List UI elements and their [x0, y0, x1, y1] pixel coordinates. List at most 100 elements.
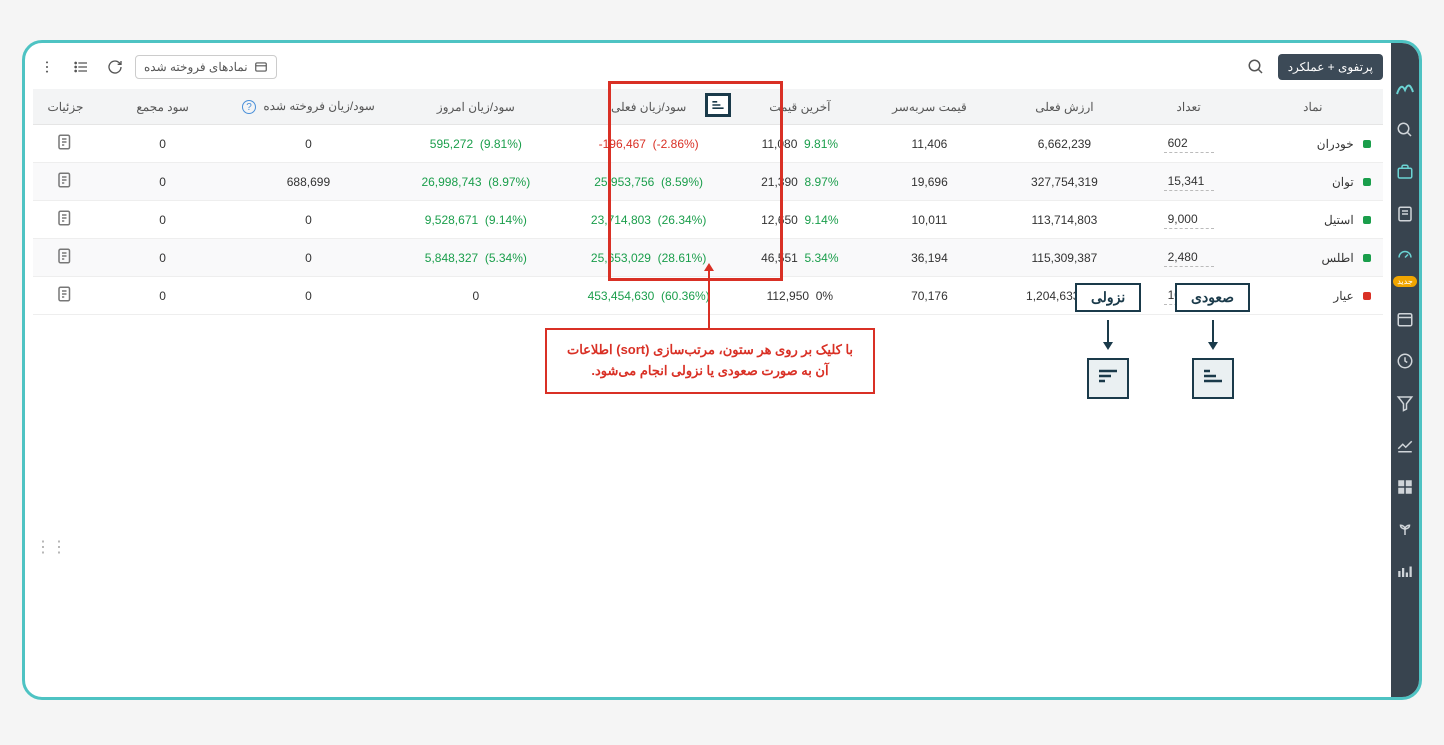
- cell-pl-sold: 0: [227, 277, 389, 315]
- cell-symbol: استیل: [1243, 201, 1383, 239]
- annotation-arrow-head: [704, 263, 714, 271]
- table-row[interactable]: توان 15,341 327,754,319 19,696 8.97% 21,…: [33, 163, 1383, 201]
- col-pl-sold[interactable]: سود/زیان فروخته شده ?: [227, 89, 389, 125]
- filter-icon[interactable]: [1395, 393, 1415, 413]
- cell-assembly: 0: [98, 125, 228, 163]
- cell-last-price: 9.81% 11,080: [735, 125, 865, 163]
- more-options-button[interactable]: [33, 53, 61, 81]
- cell-details[interactable]: [33, 239, 98, 277]
- cell-current-value: 113,714,803: [994, 201, 1134, 239]
- cell-count[interactable]: 2,480: [1135, 239, 1243, 277]
- search-icon[interactable]: [1395, 120, 1415, 140]
- cell-pl-today: (5.34%) 5,848,327: [389, 239, 562, 277]
- topbar: پرتفوی + عملکرد نمادهای فروخته شده: [33, 53, 1383, 81]
- cell-count[interactable]: 15,341: [1135, 163, 1243, 201]
- portfolio-performance-button[interactable]: پرتفوی + عملکرد: [1278, 54, 1383, 80]
- cell-breakeven: 36,194: [865, 239, 995, 277]
- table-row[interactable]: خودران 602 6,662,239 11,406 9.81% 11,080…: [33, 125, 1383, 163]
- annotation-text: با کلیک بر روی هر ستون، مرتب‌سازی (sort)…: [567, 342, 853, 378]
- grid-icon[interactable]: [1395, 477, 1415, 497]
- table-header-row: نماد تعداد ارزش فعلی قیمت سربه‌سر آخرین …: [33, 89, 1383, 125]
- main-sidebar: جدید: [1391, 43, 1419, 697]
- main-content: پرتفوی + عملکرد نمادهای فروخته شده: [25, 43, 1391, 697]
- details-icon: [56, 247, 74, 265]
- cell-last-price: 8.97% 21,390: [735, 163, 865, 201]
- app-frame: جدید: [22, 40, 1422, 700]
- legend-asc-label: صعودی: [1175, 283, 1250, 312]
- seedling-icon[interactable]: [1395, 519, 1415, 539]
- cell-details[interactable]: [33, 277, 98, 315]
- col-details[interactable]: جزئیات: [33, 89, 98, 125]
- logo-icon[interactable]: [1395, 78, 1415, 98]
- cell-pl-today: (9.81%) 595,272: [389, 125, 562, 163]
- portfolio-icon[interactable]: [1395, 162, 1415, 182]
- cell-details[interactable]: [33, 201, 98, 239]
- cell-breakeven: 10,011: [865, 201, 995, 239]
- history-icon[interactable]: [1395, 351, 1415, 371]
- col-count[interactable]: تعداد: [1135, 89, 1243, 125]
- symbol-name: خودران: [1317, 137, 1354, 151]
- cell-details[interactable]: [33, 125, 98, 163]
- refresh-button[interactable]: [101, 53, 129, 81]
- gauge-icon[interactable]: [1395, 246, 1415, 266]
- details-icon: [56, 285, 74, 303]
- sort-asc-icon: [710, 98, 726, 112]
- cell-breakeven: 11,406: [865, 125, 995, 163]
- drag-handle-icon[interactable]: ⋮⋮: [35, 537, 67, 557]
- legend-desc-icon-box: [1087, 358, 1129, 399]
- cell-symbol: عیار: [1243, 277, 1383, 315]
- annotation-box: با کلیک بر روی هر ستون، مرتب‌سازی (sort)…: [545, 328, 875, 394]
- cell-pl-today: (9.14%) 9,528,671: [389, 201, 562, 239]
- status-dot: [1363, 254, 1371, 262]
- cell-symbol: توان: [1243, 163, 1383, 201]
- symbol-name: عیار: [1333, 289, 1353, 303]
- col-pl-current[interactable]: سود/زیان فعلی: [562, 89, 735, 125]
- bar-chart-icon[interactable]: [1395, 561, 1415, 581]
- details-icon: [56, 209, 74, 227]
- search-button[interactable]: [1242, 53, 1270, 81]
- col-assembly[interactable]: سود مجمع: [98, 89, 228, 125]
- cell-last-price: 5.34% 46,551: [735, 239, 865, 277]
- cell-current-value: 327,754,319: [994, 163, 1134, 201]
- cell-current-value: 115,309,387: [994, 239, 1134, 277]
- col-current-value[interactable]: ارزش فعلی: [994, 89, 1134, 125]
- cell-symbol: اطلس: [1243, 239, 1383, 277]
- status-dot: [1363, 216, 1371, 224]
- chart-line-icon[interactable]: [1395, 435, 1415, 455]
- table-row[interactable]: استیل 9,000 113,714,803 10,011 9.14% 12,…: [33, 201, 1383, 239]
- cell-details[interactable]: [33, 163, 98, 201]
- symbol-name: اطلس: [1322, 251, 1354, 265]
- cell-pl-current: (8.59%) 25,953,756: [562, 163, 735, 201]
- cell-pl-sold: 688,699: [227, 163, 389, 201]
- cell-assembly: 0: [98, 163, 228, 201]
- cell-assembly: 0: [98, 239, 228, 277]
- sold-symbols-label: نمادهای فروخته شده: [144, 60, 248, 74]
- cell-count[interactable]: 9,000: [1135, 201, 1243, 239]
- arrow-down-icon: [1206, 320, 1220, 350]
- sort-indicator-box: [705, 93, 731, 117]
- symbol-name: استیل: [1324, 213, 1354, 227]
- calendar-icon[interactable]: [1395, 309, 1415, 329]
- col-breakeven[interactable]: قیمت سربه‌سر: [865, 89, 995, 125]
- cell-last-price: 9.14% 12,650: [735, 201, 865, 239]
- cell-pl-sold: 0: [227, 125, 389, 163]
- legend-asc-icon-box: [1192, 358, 1234, 399]
- cell-count[interactable]: 602: [1135, 125, 1243, 163]
- sort-desc-icon: [1095, 366, 1121, 386]
- cell-pl-current: (26.34%) 23,714,803: [562, 201, 735, 239]
- details-icon: [56, 171, 74, 189]
- notes-icon[interactable]: [1395, 204, 1415, 224]
- list-view-button[interactable]: [67, 53, 95, 81]
- cell-pl-today: 0: [389, 277, 562, 315]
- col-last-price[interactable]: آخرین قیمت: [735, 89, 865, 125]
- new-badge: جدید: [1393, 276, 1417, 287]
- legend-ascending: صعودی: [1175, 283, 1250, 399]
- legend-desc-label: نزولی: [1075, 283, 1141, 312]
- cell-current-value: 6,662,239: [994, 125, 1134, 163]
- cell-assembly: 0: [98, 201, 228, 239]
- col-symbol[interactable]: نماد: [1243, 89, 1383, 125]
- help-icon[interactable]: ?: [242, 100, 256, 114]
- col-pl-today[interactable]: سود/زیان امروز: [389, 89, 562, 125]
- sold-symbols-chip[interactable]: نمادهای فروخته شده: [135, 55, 277, 79]
- cell-last-price: 0% 112,950: [735, 277, 865, 315]
